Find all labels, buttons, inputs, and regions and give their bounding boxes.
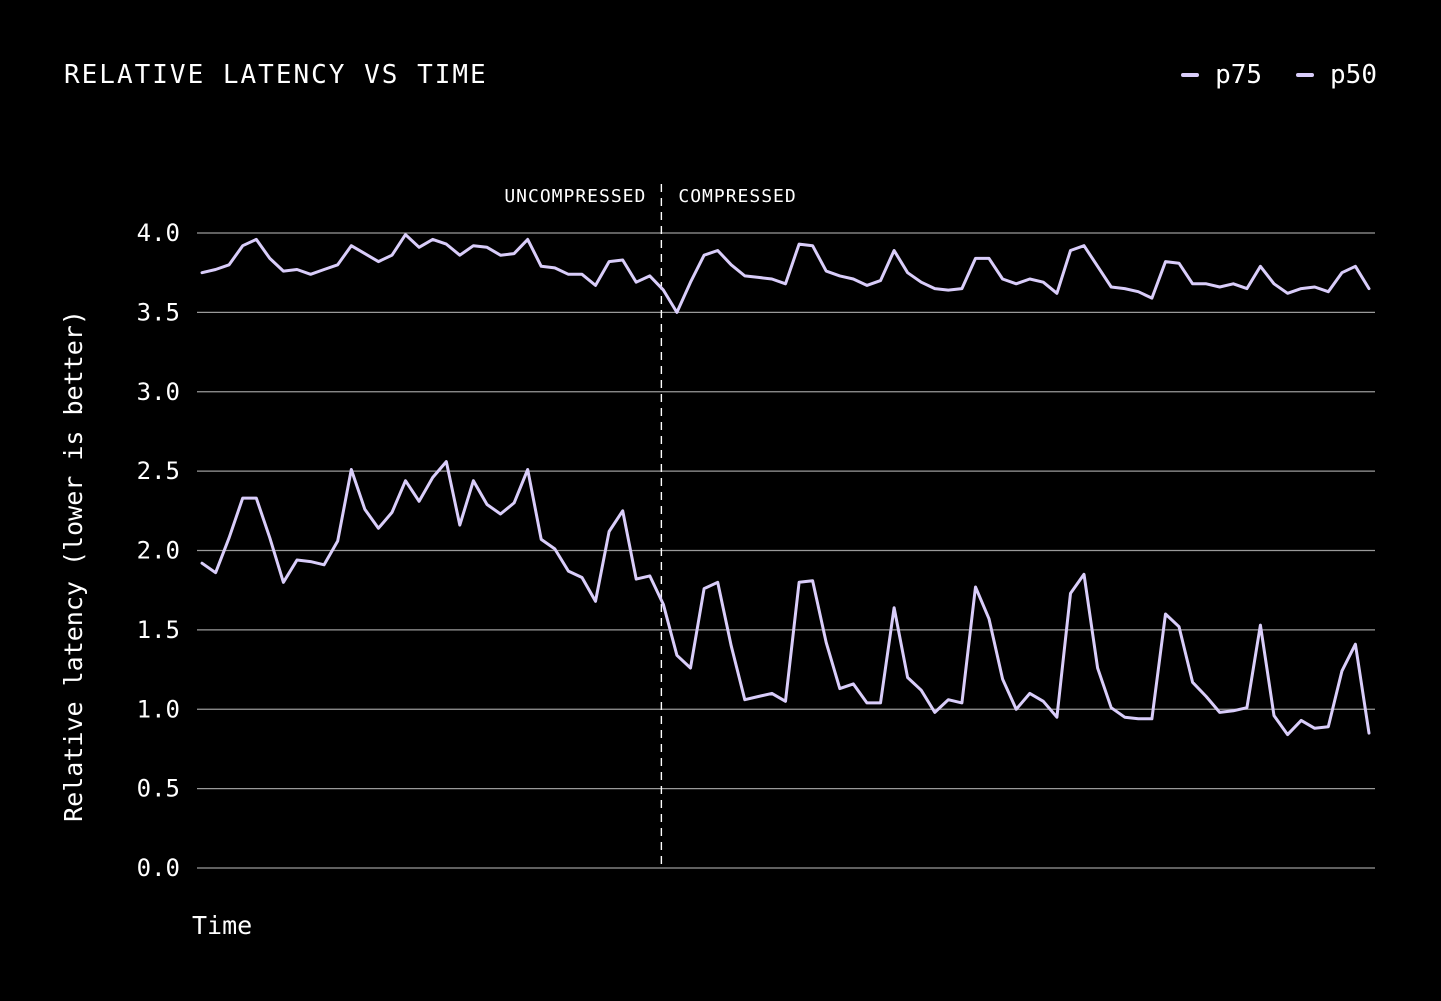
y-tick-4.0: 4.0 [137, 219, 180, 247]
legend-item-p75: p75 [1181, 60, 1262, 90]
y-axis-label: Relative latency (lower is better) [59, 310, 88, 822]
y-tick-0.0: 0.0 [137, 854, 180, 882]
y-tick-2.0: 2.0 [137, 537, 180, 565]
chart-title: RELATIVE LATENCY VS TIME [64, 60, 488, 90]
series-line-p50 [200, 460, 1371, 737]
series-line-p75 [200, 233, 1371, 314]
legend-swatch-p75 [1181, 73, 1200, 77]
phase-label-compressed: COMPRESSED [678, 186, 796, 207]
y-tick-labels: 0.0 0.5 1.0 1.5 2.0 2.5 3.0 3.5 4.0 [137, 219, 180, 882]
legend-label-p50: p50 [1330, 60, 1377, 90]
legend-label-p75: p75 [1215, 60, 1263, 90]
x-axis-label: Time [192, 911, 252, 940]
y-tick-0.5: 0.5 [137, 775, 180, 803]
gridlines [197, 232, 1375, 869]
legend: p75 p50 [1181, 60, 1377, 90]
y-tick-3.0: 3.0 [137, 378, 180, 406]
legend-item-p50: p50 [1296, 60, 1377, 90]
y-tick-2.5: 2.5 [137, 457, 180, 485]
legend-swatch-p50 [1296, 73, 1315, 77]
y-tick-1.5: 1.5 [137, 616, 180, 644]
series-lines [200, 233, 1371, 737]
y-tick-1.0: 1.0 [137, 695, 180, 723]
phase-label-uncompressed: UNCOMPRESSED [504, 186, 646, 207]
y-tick-3.5: 3.5 [137, 298, 180, 326]
